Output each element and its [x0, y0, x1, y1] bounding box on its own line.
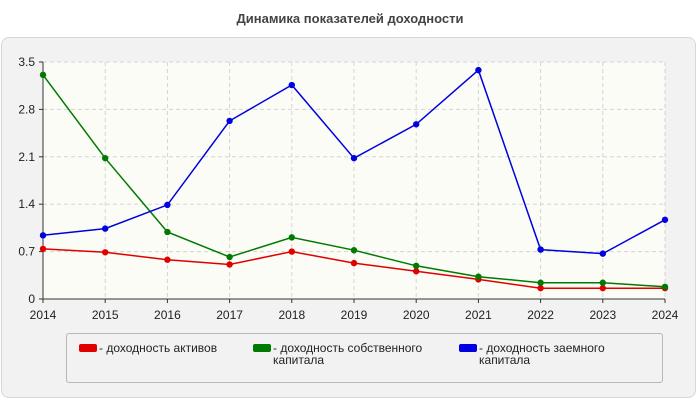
data-point-1: [102, 154, 109, 162]
data-point-2: [413, 121, 420, 128]
data-point-2: [39, 232, 47, 239]
x-tick-label: 2016: [154, 308, 181, 322]
data-point-1: [475, 273, 482, 280]
data-point-1: [599, 279, 606, 286]
data-point-1: [288, 234, 295, 241]
data-point-0: [537, 284, 544, 292]
x-tick-label: 2017: [216, 308, 243, 322]
data-point-1: [350, 247, 358, 254]
x-tick-label: 2024: [652, 308, 679, 322]
y-tick-label: 1.4: [18, 197, 35, 211]
data-point-2: [350, 154, 358, 162]
data-point-2: [288, 81, 295, 89]
x-tick-label: 2018: [278, 308, 305, 322]
y-tick-label: 0.7: [18, 245, 35, 259]
chart-legend: - доходность активов - доходность собств…: [66, 333, 663, 383]
data-point-1: [537, 279, 544, 286]
x-tick-label: 2023: [589, 308, 616, 322]
data-point-2: [599, 250, 606, 257]
data-point-2: [164, 201, 171, 209]
data-point-2: [661, 216, 669, 223]
x-tick-label: 2014: [30, 308, 57, 322]
legend-swatch-equity: [253, 344, 271, 352]
x-tick-label: 2020: [403, 308, 430, 322]
data-point-2: [537, 246, 544, 253]
x-tick-label: 2019: [341, 308, 368, 322]
y-tick-label: 2.1: [18, 150, 35, 164]
y-tick-label: 3.5: [18, 55, 35, 69]
data-point-2: [475, 66, 482, 74]
data-point-2: [102, 225, 109, 232]
x-tick-label: 2022: [527, 308, 554, 322]
data-point-1: [39, 71, 47, 79]
legend-swatch-assets: [79, 344, 97, 352]
y-tick-label: 0: [28, 292, 35, 306]
legend-label-debt: - доходность заемного капитала: [479, 341, 605, 367]
data-point-0: [350, 259, 358, 267]
data-point-0: [39, 245, 47, 253]
data-point-0: [102, 249, 109, 256]
chart-title: Динамика показателей доходности: [236, 11, 464, 26]
data-point-0: [599, 284, 606, 292]
data-point-1: [226, 253, 233, 261]
data-point-0: [226, 261, 233, 268]
data-point-0: [288, 248, 295, 255]
data-point-0: [413, 268, 420, 275]
x-tick-label: 2021: [465, 308, 492, 322]
legend-swatch-debt: [459, 344, 477, 352]
data-point-2: [226, 117, 233, 125]
x-tick-label: 2015: [92, 308, 119, 322]
legend-label-assets: - доходность активов: [99, 341, 218, 355]
legend-label-equity: - доходность собственного капитала: [273, 341, 423, 367]
data-point-0: [164, 256, 171, 263]
data-point-1: [164, 228, 171, 236]
data-point-1: [413, 262, 420, 270]
y-tick-label: 2.8: [18, 102, 35, 116]
data-point-1: [661, 283, 669, 291]
